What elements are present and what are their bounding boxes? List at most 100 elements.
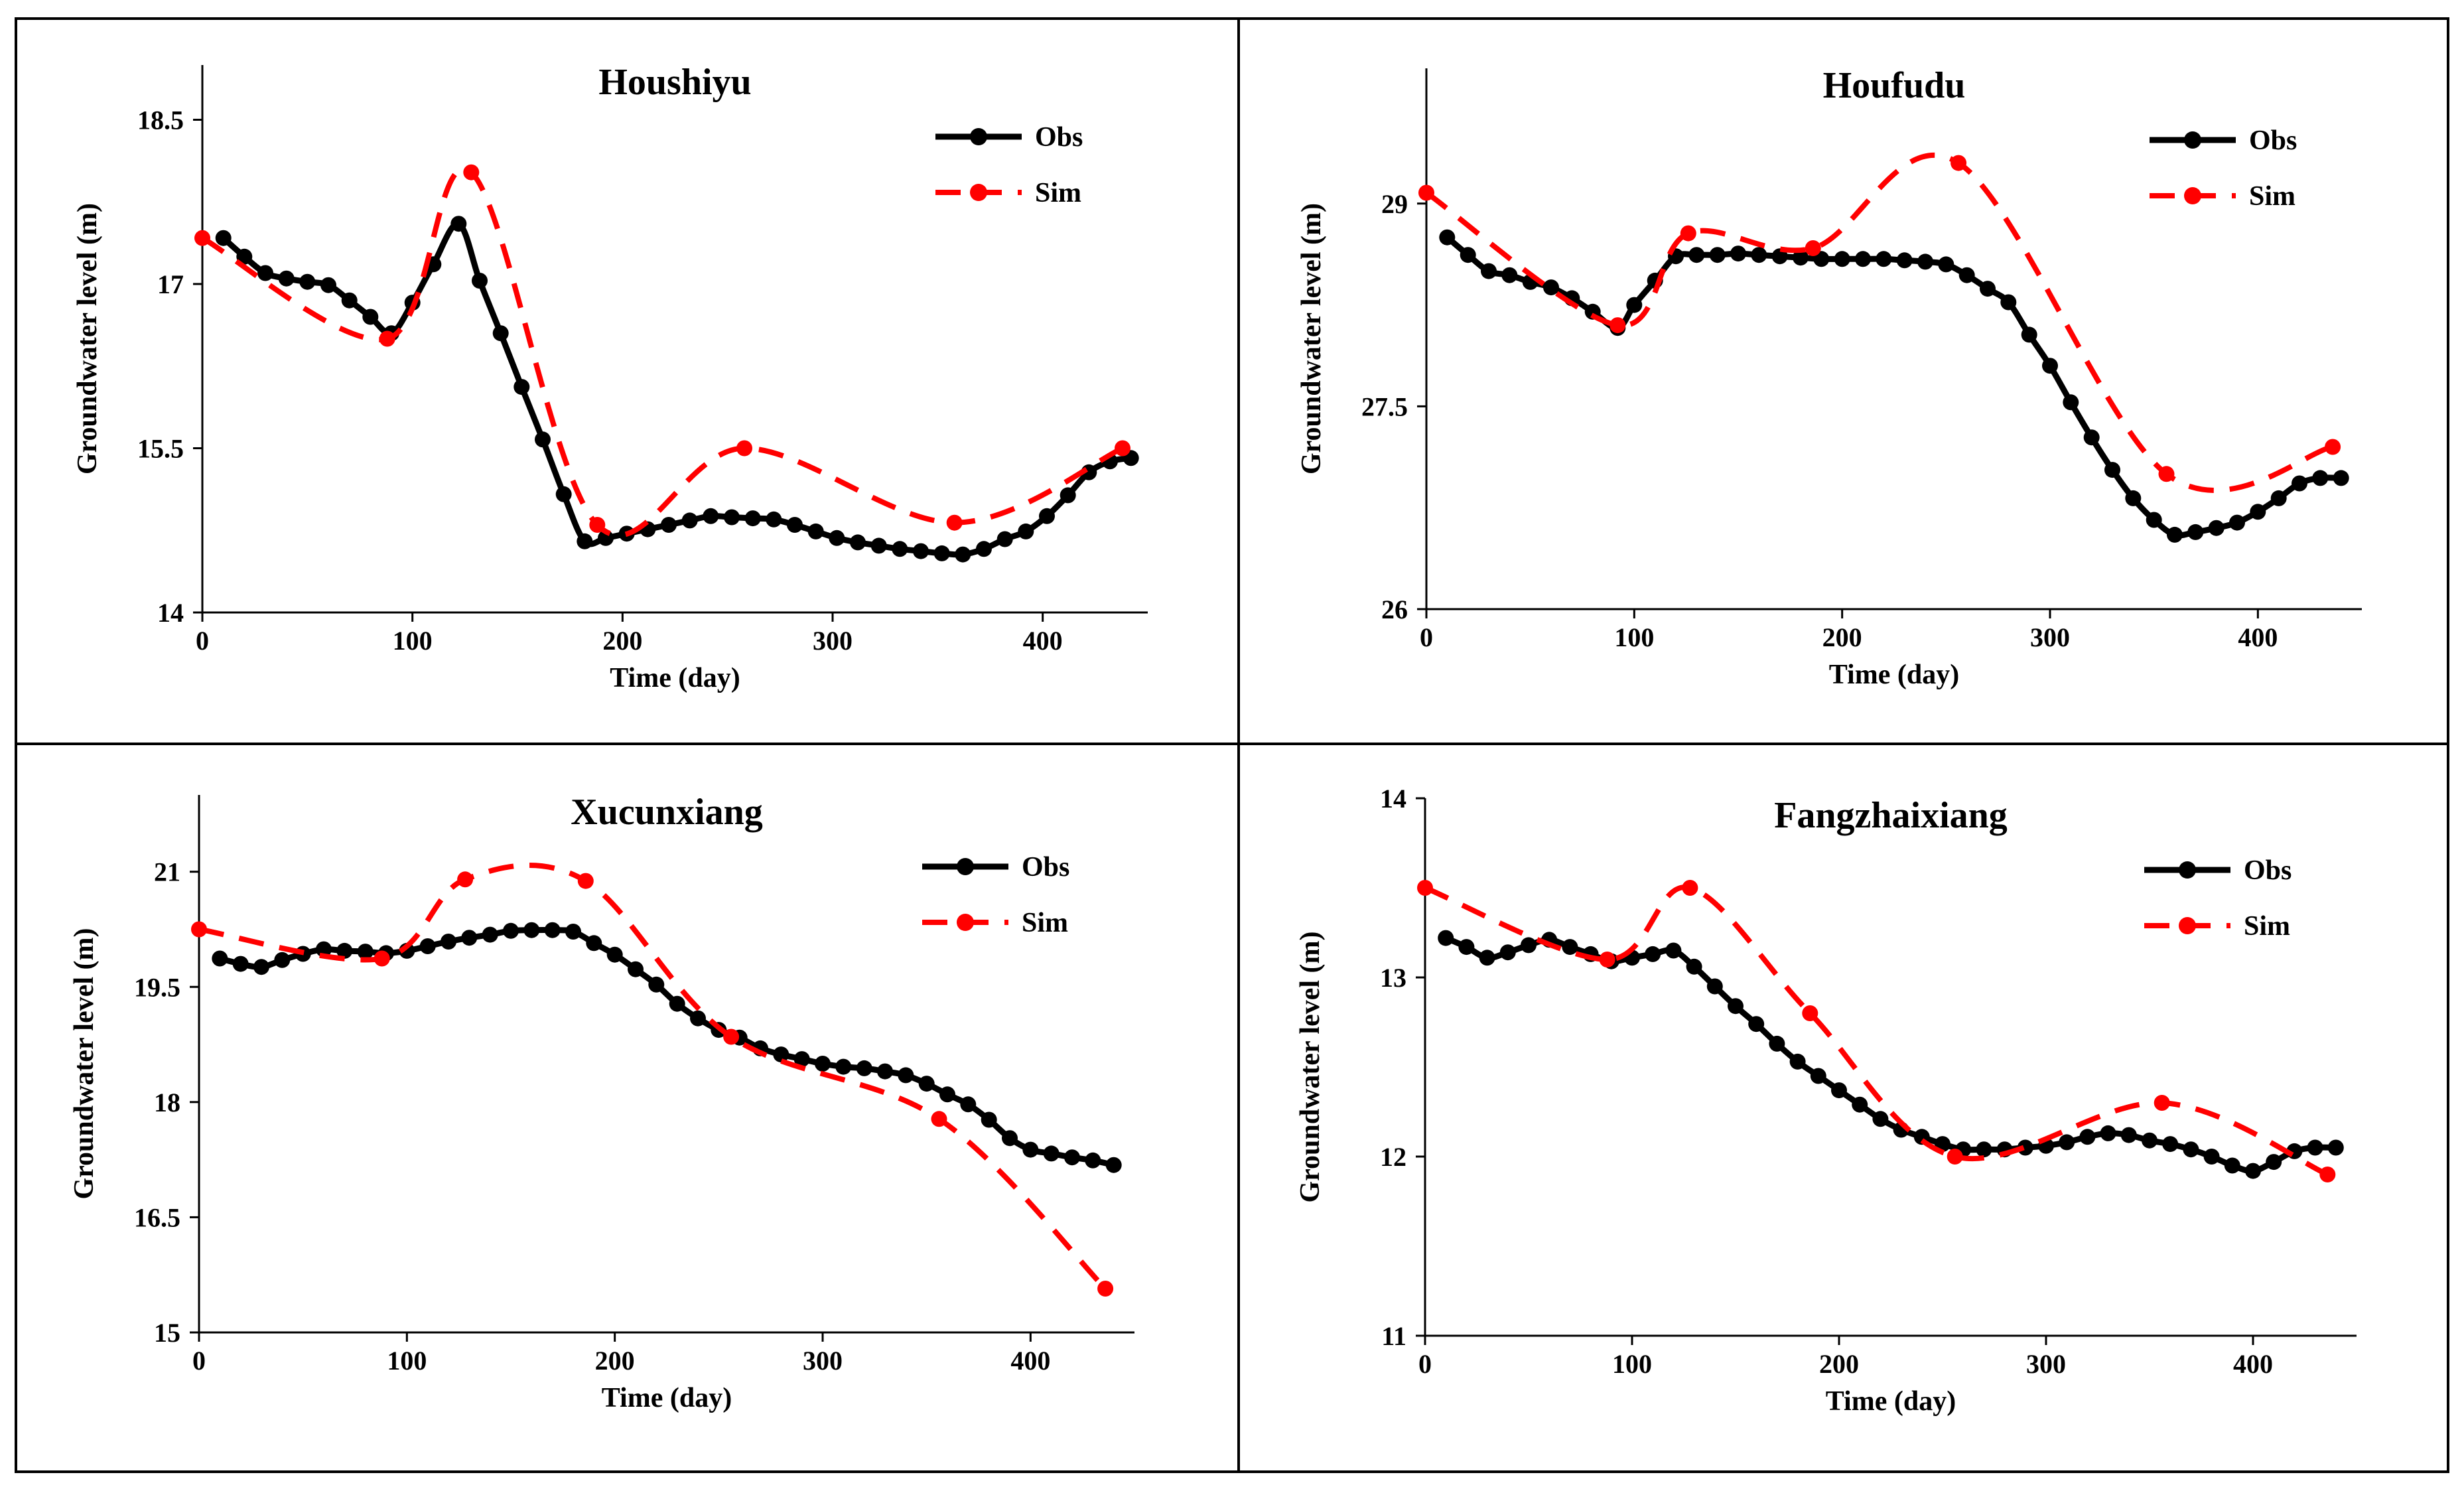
- x-tick-label: 100: [1612, 1349, 1652, 1379]
- data-point-obs: [299, 273, 316, 290]
- data-point-obs: [918, 1076, 935, 1092]
- data-point-obs: [1501, 267, 1518, 283]
- data-point-obs: [2203, 1149, 2220, 1165]
- data-point-obs: [703, 508, 719, 524]
- x-tick-label: 300: [803, 1346, 843, 1376]
- legend-label-sim: Sim: [1022, 908, 1068, 938]
- x-tick-label: 300: [2030, 622, 2070, 652]
- data-point-obs: [2059, 1134, 2075, 1151]
- data-point-obs: [2167, 526, 2183, 543]
- data-point-obs: [661, 517, 677, 533]
- data-point-sim: [374, 950, 390, 967]
- data-point-obs: [450, 216, 467, 232]
- data-point-obs: [981, 1111, 997, 1128]
- data-point-obs: [1439, 229, 1456, 246]
- chart-panel-4: 0 100 200 300 400 11 12 13 14 Fangzhaixiang Time (…: [1295, 784, 2357, 1417]
- data-point-obs: [1706, 978, 1723, 995]
- chart-panel-1: 0 100 200 300 400 14 15.5 17 18.5 Houshiyu Time (d…: [72, 62, 1148, 693]
- y-tick-label: 27.5: [1361, 391, 1408, 421]
- x-tick-label: 300: [813, 626, 853, 656]
- data-point-obs: [565, 924, 581, 940]
- y-tick-label: 17: [157, 269, 184, 299]
- data-point-obs: [1728, 998, 1744, 1015]
- data-point-obs: [1980, 281, 1996, 297]
- data-point-obs: [1002, 1130, 1018, 1147]
- x-tick-label: 0: [1418, 1349, 1432, 1379]
- data-point-sim: [1680, 225, 1696, 242]
- x-axis-label: Time (day): [1826, 1386, 1956, 1417]
- data-point-obs: [1958, 267, 1975, 283]
- data-point-obs: [744, 510, 761, 527]
- chart-title: Houfudu: [1823, 65, 1966, 106]
- data-point-obs: [2083, 429, 2100, 446]
- data-point-obs: [1479, 950, 1495, 966]
- x-tick-label: 400: [1023, 626, 1063, 656]
- data-point-obs: [835, 1058, 852, 1075]
- series-sim: [1417, 880, 2336, 1182]
- data-point-obs: [2327, 1139, 2344, 1156]
- x-tick-label: 100: [387, 1346, 427, 1376]
- data-point-obs: [1018, 523, 1034, 539]
- data-point-obs: [1460, 247, 1476, 263]
- data-point-sim: [457, 871, 474, 888]
- x-axis-label: Time (day): [1829, 660, 1959, 690]
- data-point-obs: [1810, 1068, 1826, 1084]
- data-point-obs: [2146, 512, 2162, 528]
- data-point-obs: [2125, 490, 2142, 506]
- legend-label-obs: Obs: [2244, 855, 2292, 886]
- data-point-obs: [362, 309, 379, 325]
- legend-label-obs: Obs: [1022, 852, 1069, 883]
- data-point-sim: [2154, 1095, 2170, 1111]
- data-point-obs: [1481, 263, 1497, 279]
- data-point-obs: [2208, 520, 2224, 536]
- data-point-obs: [2312, 470, 2329, 486]
- data-point-obs: [1543, 279, 1559, 296]
- data-point-obs: [320, 277, 336, 293]
- data-point-sim: [931, 1111, 947, 1127]
- data-point-sim: [1609, 317, 1626, 334]
- data-point-obs: [2333, 470, 2349, 486]
- data-point-sim: [1599, 952, 1615, 967]
- x-tick-label: 200: [1822, 622, 1862, 652]
- y-tick-label: 18.5: [137, 106, 184, 135]
- chart-title: Houshiyu: [598, 62, 751, 103]
- data-point-obs: [1793, 249, 1809, 266]
- data-point-obs: [850, 534, 866, 551]
- data-point-obs: [513, 379, 530, 395]
- data-point-sim: [463, 164, 480, 180]
- series-sim: [194, 164, 1130, 538]
- data-point-obs: [1043, 1145, 1060, 1162]
- data-point-obs: [960, 1096, 977, 1113]
- data-point-obs: [1896, 252, 1913, 269]
- data-point-obs: [1813, 251, 1830, 267]
- data-point-obs: [681, 512, 698, 529]
- data-point-obs: [1022, 1141, 1039, 1158]
- series-obs: [1439, 229, 2349, 543]
- y-tick-label: 26: [1381, 595, 1408, 624]
- data-point-obs: [2162, 1136, 2179, 1153]
- legend-marker-obs: [957, 858, 974, 875]
- data-point-obs: [648, 976, 665, 993]
- data-point-obs: [773, 1046, 789, 1063]
- y-tick-label: 16.5: [134, 1202, 180, 1232]
- data-point-obs: [2250, 504, 2266, 520]
- y-tick-label: 19.5: [134, 972, 180, 1002]
- data-point-obs: [1438, 930, 1454, 946]
- data-point-obs: [1730, 246, 1746, 262]
- x-tick-label: 100: [1614, 622, 1654, 652]
- data-point-obs: [1064, 1149, 1080, 1166]
- legend-marker-obs: [970, 128, 987, 145]
- y-axis-label: Groundwater level (m): [72, 203, 103, 474]
- chart-panel-2: 0 100 200 300 400 26 27.5 29 Houfudu Time (day) Gr…: [1296, 65, 2362, 690]
- data-point-obs: [1831, 1082, 1847, 1099]
- legend-label-sim: Sim: [2249, 181, 2295, 212]
- data-point-obs: [1872, 1111, 1889, 1127]
- y-tick-label: 15: [154, 1318, 180, 1348]
- data-point-obs: [939, 1086, 955, 1103]
- y-tick-label: 14: [1380, 784, 1406, 814]
- data-point-obs: [1626, 297, 1643, 313]
- data-point-obs: [1060, 487, 1076, 504]
- data-point-obs: [253, 959, 269, 975]
- series-obs: [215, 216, 1139, 563]
- legend-label-obs: Obs: [2249, 125, 2297, 156]
